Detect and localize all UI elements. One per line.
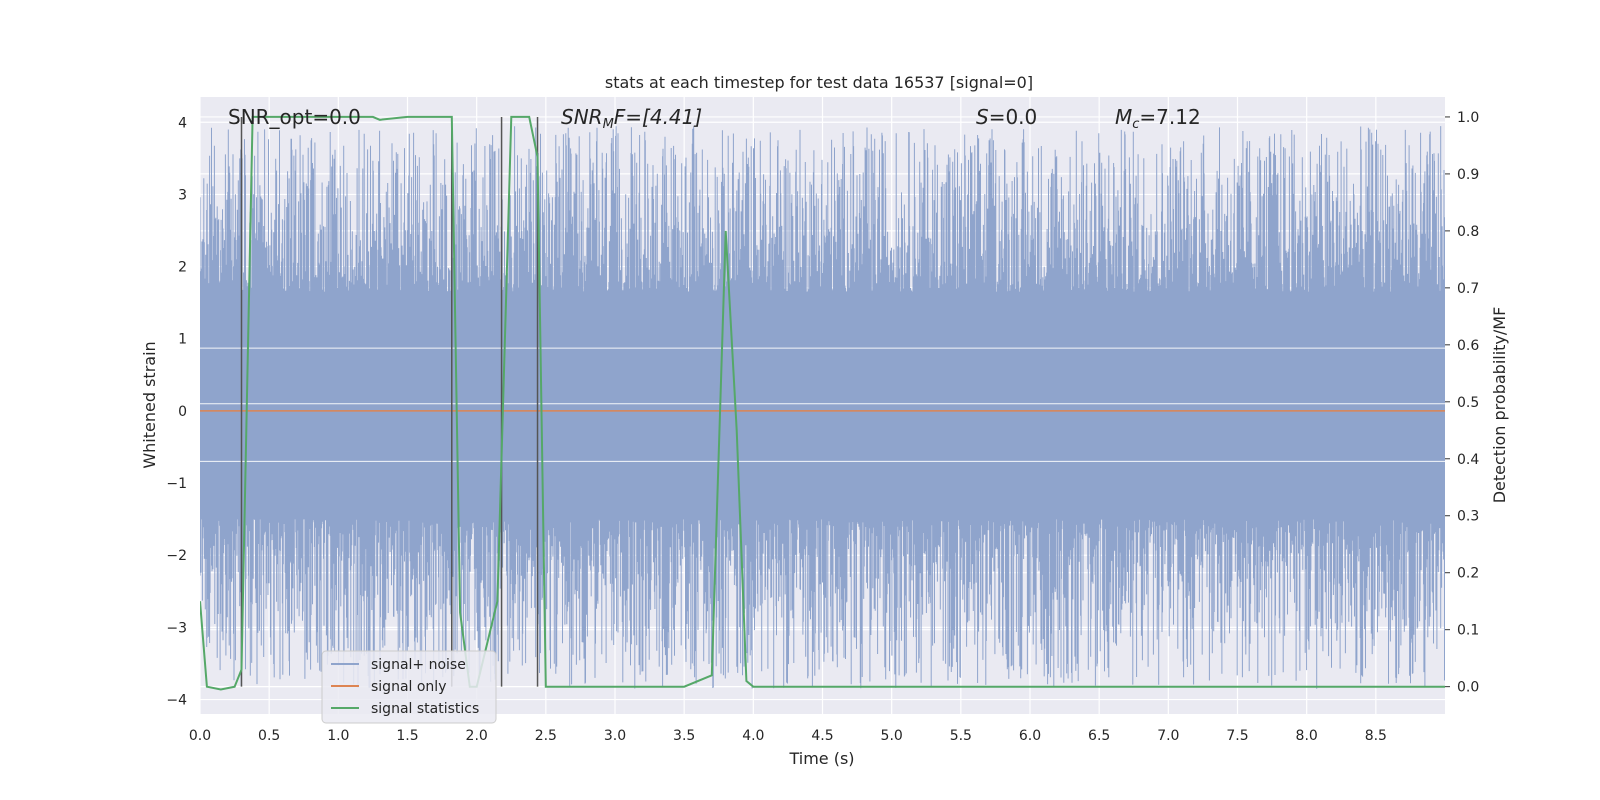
x-tick-label: 7.0 — [1157, 728, 1179, 744]
x-tick-label: 6.5 — [1088, 728, 1110, 744]
x-tick-label: 1.0 — [327, 728, 349, 744]
y2-tick-label: 0.0 — [1457, 680, 1479, 696]
legend-label-signal-noise: signal+ noise — [371, 657, 466, 673]
legend-label-signal-statistics: signal statistics — [371, 701, 479, 717]
signal-plus-noise-trace — [200, 126, 1445, 689]
x-tick-label: 5.0 — [881, 728, 903, 744]
annotation-snr-opt: SNR_opt=0.0 — [228, 105, 361, 129]
y2-axis-ticks: 0.0 0.1 0.2 0.3 0.4 0.5 0.6 0.7 0.8 0.9 1.0 — [1445, 110, 1479, 696]
y-tick-label: 1 — [178, 332, 187, 348]
x-tick-label: 2.0 — [466, 728, 488, 744]
mc-sub: c — [1132, 117, 1139, 132]
y2-tick-label: 0.2 — [1457, 566, 1479, 582]
y-tick-label: −1 — [166, 476, 187, 492]
y2-tick-label: 0.8 — [1457, 224, 1479, 240]
x-tick-label: 2.5 — [535, 728, 557, 744]
y-tick-label: −4 — [166, 693, 187, 709]
y-tick-label: −3 — [166, 620, 187, 636]
annotation-mc: Mc=7.12 — [1115, 105, 1201, 132]
y-axis-ticks: −4 −3 −2 −1 0 1 2 3 4 — [166, 115, 187, 708]
y-tick-label: 0 — [178, 404, 187, 420]
mc-name: M — [1115, 105, 1132, 129]
legend: signal+ noise signal only signal statist… — [321, 650, 497, 724]
y2-tick-label: 1.0 — [1457, 110, 1479, 126]
x-tick-label: 8.5 — [1365, 728, 1387, 744]
y2-tick-label: 0.7 — [1457, 281, 1479, 297]
x-tick-label: 4.0 — [742, 728, 764, 744]
y2-axis-label: Detection probability/MF — [1490, 307, 1509, 504]
mc-value: =7.12 — [1139, 105, 1200, 129]
x-tick-label: 4.5 — [811, 728, 833, 744]
x-tick-label: 5.5 — [950, 728, 972, 744]
x-tick-label: 1.5 — [396, 728, 418, 744]
x-tick-label: 0.5 — [258, 728, 280, 744]
x-tick-label: 0.0 — [189, 728, 211, 744]
s-name: S — [976, 105, 989, 129]
y-tick-label: 4 — [178, 115, 187, 131]
y2-tick-label: 0.4 — [1457, 452, 1479, 468]
legend-label-signal-only: signal only — [371, 679, 446, 695]
x-tick-label: 6.0 — [1019, 728, 1041, 744]
y2-tick-label: 0.9 — [1457, 167, 1479, 183]
y-tick-label: 2 — [178, 260, 187, 276]
legend-box — [321, 650, 497, 724]
noise-trace-path — [200, 126, 1445, 689]
x-tick-label: 3.5 — [673, 728, 695, 744]
snr-mf-suffix: F=[4.41] — [614, 105, 702, 129]
annotation-snr-mf: SNRMF=[4.41] — [561, 105, 702, 132]
x-tick-label: 8.0 — [1296, 728, 1318, 744]
snr-mf-sub: M — [603, 117, 614, 132]
x-tick-label: 7.5 — [1226, 728, 1248, 744]
y2-tick-label: 0.5 — [1457, 395, 1479, 411]
y-tick-label: 3 — [178, 187, 187, 203]
y-tick-label: −2 — [166, 548, 187, 564]
x-axis-label: Time (s) — [788, 749, 854, 768]
x-axis-ticks: 0.0 0.5 1.0 1.5 2.0 2.5 3.0 3.5 4.0 4.5 5.0 5.5 6.0 6… — [189, 728, 1387, 744]
y-axis-label: Whitened strain — [140, 341, 159, 468]
x-tick-label: 3.0 — [604, 728, 626, 744]
annotation-s: S=0.0 — [976, 105, 1037, 129]
y2-tick-label: 0.6 — [1457, 338, 1479, 354]
y2-tick-label: 0.1 — [1457, 623, 1479, 639]
chart-title: stats at each timestep for test data 165… — [605, 73, 1033, 92]
s-value: =0.0 — [989, 105, 1038, 129]
y2-tick-label: 0.3 — [1457, 509, 1479, 525]
snr-mf-prefix: SNR — [561, 105, 603, 129]
